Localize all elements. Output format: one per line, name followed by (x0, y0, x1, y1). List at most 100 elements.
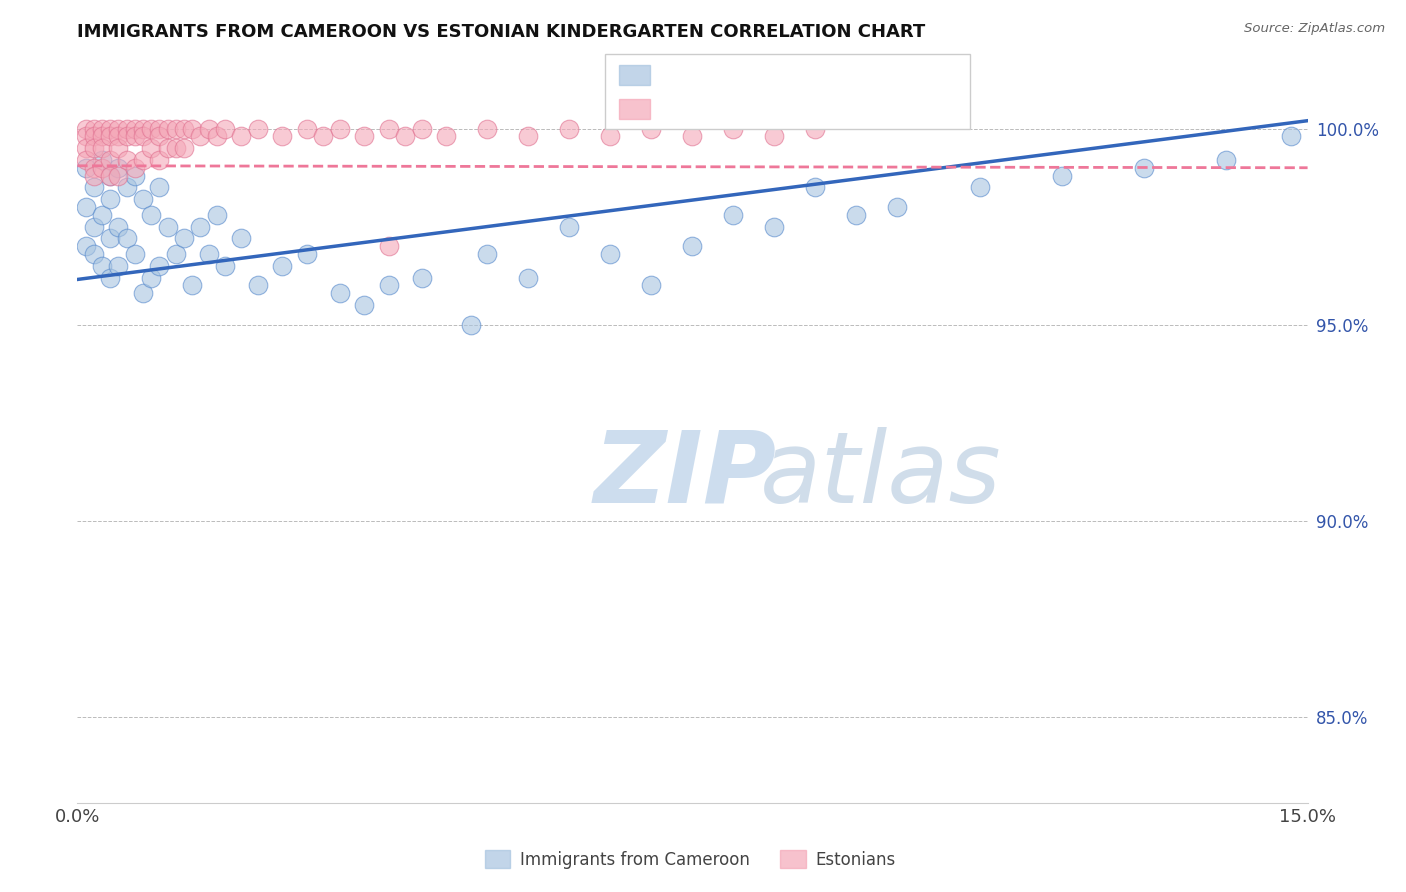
Point (115, 231, 138, 245)
Point (90, 129, 114, 144)
Point (214, 121, 236, 136)
Point (90, 259, 114, 273)
Point (148, 259, 170, 273)
Point (83, 161, 105, 175)
Point (295, 247, 318, 261)
Text: ZIP: ZIP (595, 426, 778, 524)
Point (173, 231, 195, 245)
Text: 0.210: 0.210 (703, 64, 755, 82)
Point (132, 192, 155, 206)
Point (246, 121, 269, 136)
Point (115, 129, 138, 144)
Point (115, 153, 138, 167)
Point (640, 278, 662, 293)
Point (156, 141, 179, 155)
Point (723, 208, 745, 222)
Point (804, 121, 827, 136)
Point (886, 200, 908, 214)
Point (83, 129, 105, 144)
Point (271, 259, 294, 273)
Point (83, 180, 105, 194)
Point (969, 180, 991, 194)
Point (329, 121, 352, 136)
Point (75, 121, 97, 136)
Point (75, 129, 97, 144)
Point (517, 129, 540, 144)
Text: R =: R = (661, 64, 697, 82)
Point (141, 141, 163, 155)
Point (98, 121, 121, 136)
Text: 59: 59 (808, 64, 831, 82)
Point (107, 259, 129, 273)
Point (107, 169, 129, 183)
Point (188, 219, 212, 234)
Point (90, 121, 114, 136)
Point (165, 121, 187, 136)
Point (148, 153, 170, 167)
Point (124, 121, 146, 136)
Point (436, 129, 458, 144)
Point (98, 169, 121, 183)
Point (83, 141, 105, 155)
Point (231, 231, 253, 245)
Point (148, 121, 170, 136)
Point (98, 129, 121, 144)
Point (214, 259, 236, 273)
Point (411, 270, 433, 285)
Point (295, 121, 318, 136)
Point (98, 153, 121, 167)
Point (75, 200, 97, 214)
Point (98, 169, 121, 183)
Point (90, 208, 114, 222)
Point (558, 219, 581, 234)
Text: 68: 68 (808, 98, 831, 116)
Point (90, 153, 114, 167)
Point (640, 121, 662, 136)
Text: Immigrants from Cameroon: Immigrants from Cameroon (520, 851, 749, 869)
Point (148, 129, 170, 144)
Point (353, 298, 375, 312)
Text: N =: N = (766, 64, 803, 82)
Point (329, 286, 352, 301)
Point (132, 129, 155, 144)
Point (411, 121, 433, 136)
Point (165, 141, 187, 155)
Point (682, 239, 704, 253)
Point (90, 161, 114, 175)
Point (231, 129, 253, 144)
Point (205, 129, 228, 144)
Point (804, 180, 827, 194)
Point (378, 121, 401, 136)
Point (312, 129, 335, 144)
Point (141, 208, 163, 222)
Point (394, 129, 416, 144)
Point (107, 161, 129, 175)
Point (90, 141, 114, 155)
Point (124, 247, 146, 261)
Point (558, 121, 581, 136)
Point (246, 278, 269, 293)
Point (1050, 169, 1073, 183)
Point (599, 129, 621, 144)
Point (75, 141, 97, 155)
Point (517, 270, 540, 285)
Point (353, 129, 375, 144)
Point (173, 121, 195, 136)
Text: -0.002: -0.002 (703, 98, 762, 116)
Point (124, 169, 146, 183)
Point (723, 121, 745, 136)
Point (141, 121, 163, 136)
Point (98, 270, 121, 285)
Point (197, 121, 219, 136)
Point (156, 219, 179, 234)
Point (107, 141, 129, 155)
Point (107, 219, 129, 234)
Point (124, 161, 146, 175)
Point (763, 219, 786, 234)
Point (599, 247, 621, 261)
Point (132, 153, 155, 167)
Text: IMMIGRANTS FROM CAMEROON VS ESTONIAN KINDERGARTEN CORRELATION CHART: IMMIGRANTS FROM CAMEROON VS ESTONIAN KIN… (77, 23, 925, 41)
Point (378, 239, 401, 253)
Point (477, 247, 499, 261)
Point (115, 180, 138, 194)
